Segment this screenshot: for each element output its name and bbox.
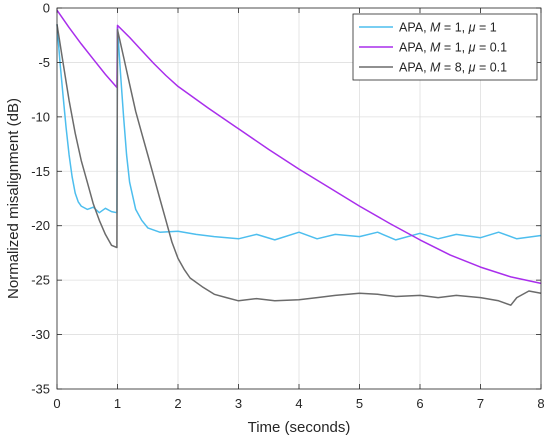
legend-entry-3: APA, M = 8, μ = 0.1 — [399, 61, 507, 75]
legend: APA, M = 1, μ = 1 APA, M = 1, μ = 0.1 APA,… — [352, 13, 538, 81]
series-layer — [56, 9, 542, 306]
y-axis-label: Normalized misalignment (dB) — [5, 98, 22, 299]
series-line-2 — [56, 9, 542, 285]
x-tick-label: 7 — [477, 396, 484, 411]
y-tick-label: -30 — [31, 327, 50, 342]
series-line-1 — [56, 24, 542, 241]
y-tick-label: -5 — [38, 55, 50, 70]
x-tick-label: 2 — [174, 396, 181, 411]
x-tick-label: 8 — [537, 396, 544, 411]
series-line-3 — [56, 24, 542, 306]
legend-entry-1: APA, M = 1, μ = 1 — [399, 21, 497, 35]
x-tick-label: 5 — [356, 396, 363, 411]
y-tick-label: 0 — [43, 1, 50, 16]
y-tick-label: -25 — [31, 273, 50, 288]
x-tick-label: 6 — [416, 396, 423, 411]
y-tick-label: -15 — [31, 164, 50, 179]
x-tick-label: 1 — [114, 396, 121, 411]
tick-labels: 0 1 2 3 4 5 6 7 8 0 -5 -10 -15 -20 -25 -30 -35 — [31, 1, 544, 412]
axis-ticks — [56, 7, 542, 390]
legend-entry-2: APA, M = 1, μ = 0.1 — [399, 41, 507, 55]
x-axis-label: Time (seconds) — [248, 419, 351, 436]
x-tick-label: 4 — [295, 396, 302, 411]
x-tick-label: 0 — [53, 396, 60, 411]
x-tick-label: 3 — [235, 396, 242, 411]
y-tick-label: -10 — [31, 109, 50, 124]
y-tick-label: -20 — [31, 218, 50, 233]
y-tick-label: -35 — [31, 382, 50, 397]
